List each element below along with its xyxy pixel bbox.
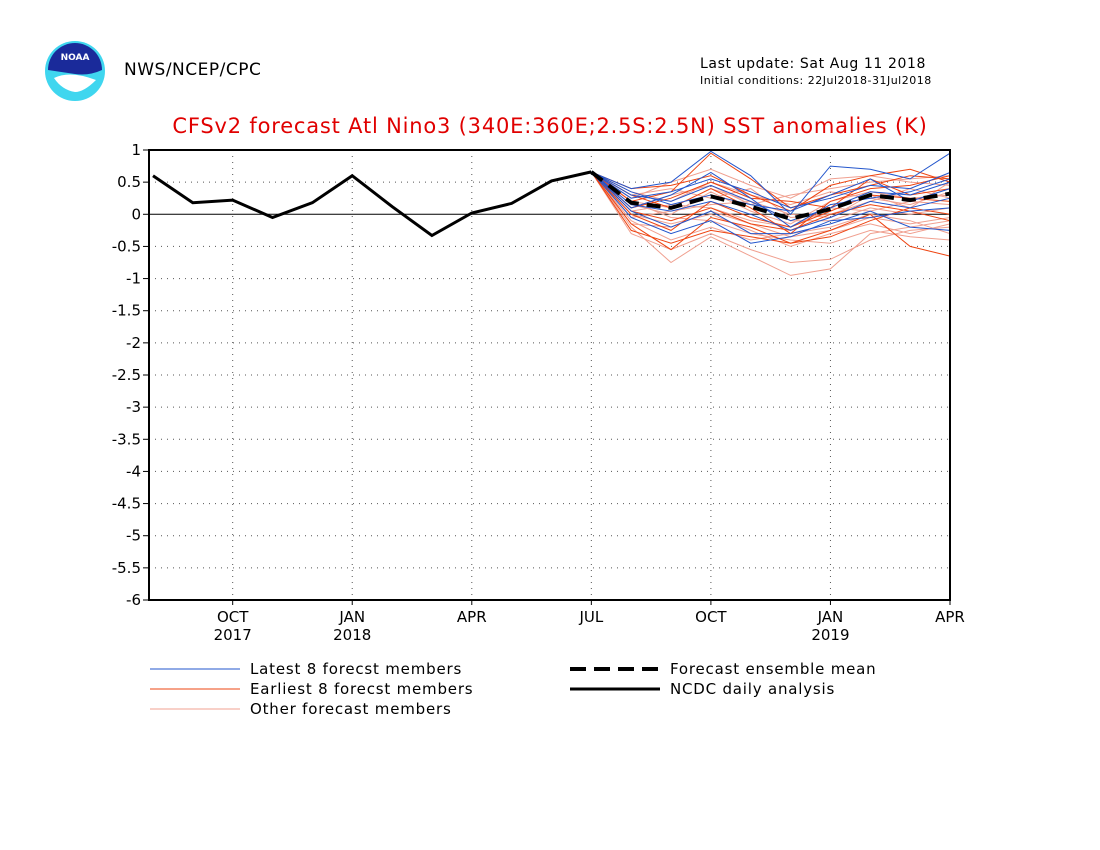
- y-tick-label: -3: [126, 398, 141, 416]
- series-line-ensemble-mean: [590, 170, 951, 221]
- org-label: NWS/NCEP/CPC: [124, 60, 262, 80]
- y-tick-label: -0.5: [112, 237, 141, 255]
- chart-title: CFSv2 forecast Atl Nino3 (340E:360E;2.5S…: [172, 114, 928, 138]
- y-tick-label: -4: [126, 462, 141, 480]
- y-tick-label: -1.5: [112, 302, 141, 320]
- logo-gull: [54, 74, 96, 92]
- legend-label-ncdc: NCDC daily analysis: [670, 680, 836, 698]
- series-line-earliest-member: [591, 152, 951, 209]
- x-tick-label-year: 2019: [811, 626, 849, 644]
- y-tick-label: -5.5: [112, 559, 141, 577]
- y-tick-label: -3.5: [112, 430, 141, 448]
- x-tick-label-month: JAN: [817, 608, 844, 626]
- x-tick-label-month: JUL: [578, 608, 603, 626]
- legend-label-other: Other forecast members: [250, 700, 452, 718]
- series-line-latest-member: [590, 171, 951, 235]
- y-tick-label: -2.5: [112, 366, 141, 384]
- legend-label-latest: Latest 8 forecst members: [250, 660, 463, 678]
- noaa-logo: NOAA: [45, 41, 105, 101]
- initial-conditions: Initial conditions: 22Jul2018-31Jul2018: [700, 74, 932, 87]
- series-line-earliest-member: [590, 171, 951, 231]
- logo-dark-top: [48, 43, 102, 75]
- x-tick-label-month: OCT: [695, 608, 727, 626]
- series-line-latest-member: [591, 150, 951, 216]
- logo-text: NOAA: [61, 53, 90, 63]
- series-line-earliest-member: [591, 168, 951, 212]
- plot-frame: [148, 149, 951, 601]
- y-tick-label: 1: [131, 141, 141, 159]
- y-tick-label: -6: [126, 591, 141, 609]
- series-line-latest-member: [591, 171, 951, 209]
- legend-label-earliest: Earliest 8 forecst members: [250, 680, 474, 698]
- series-line-other-member: [590, 171, 951, 264]
- y-tick-label: -2: [126, 334, 141, 352]
- y-tick-label: -5: [126, 527, 141, 545]
- y-tick-label: -1: [126, 270, 141, 288]
- x-tick-label-month: APR: [457, 608, 487, 626]
- y-tick-label: -4.5: [112, 495, 141, 513]
- series-line-latest-member: [591, 171, 951, 212]
- legend-label-ensemble-mean: Forecast ensemble mean: [670, 660, 877, 678]
- series-line-ncdc-analysis: [152, 170, 592, 238]
- series-line-other-member: [591, 171, 951, 244]
- y-tick-label: 0.5: [117, 173, 141, 191]
- x-tick-label-year: 2017: [214, 626, 252, 644]
- x-tick-label-month: APR: [935, 608, 965, 626]
- last-update: Last update: Sat Aug 11 2018: [700, 56, 926, 72]
- y-tick-label: 0: [131, 205, 141, 223]
- series-line-latest-member: [590, 171, 951, 244]
- x-tick-label-month: JAN: [338, 608, 365, 626]
- x-tick-label-month: OCT: [217, 608, 249, 626]
- x-tick-label-year: 2018: [333, 626, 371, 644]
- series-line-latest-member: [590, 171, 951, 228]
- series-line-other-member: [591, 168, 951, 199]
- series-line-latest-member: [590, 171, 951, 231]
